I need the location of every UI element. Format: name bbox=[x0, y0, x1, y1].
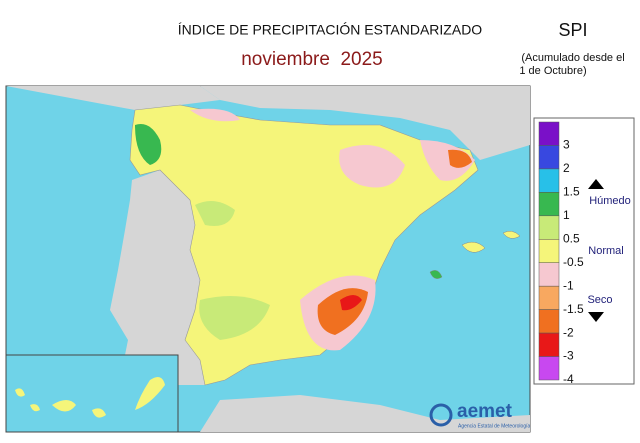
color-swatch bbox=[538, 145, 560, 170]
island bbox=[52, 400, 76, 412]
dry-area bbox=[448, 149, 472, 168]
island bbox=[429, 270, 443, 279]
color-swatch bbox=[538, 168, 560, 193]
legend-label: -3 bbox=[563, 349, 574, 363]
color-swatch bbox=[538, 262, 560, 287]
legend-label: 3 bbox=[563, 138, 570, 152]
wet-label: Húmedo bbox=[589, 195, 631, 207]
map bbox=[5, 85, 531, 433]
legend-label: 1 bbox=[563, 208, 570, 222]
legend-label: -1 bbox=[563, 278, 574, 292]
island bbox=[502, 230, 521, 239]
legend-label: 1.5 bbox=[563, 185, 580, 199]
dry-area bbox=[420, 140, 475, 181]
normal-label: Normal bbox=[588, 245, 623, 257]
period: noviembre 2025 bbox=[241, 49, 383, 70]
island bbox=[461, 241, 486, 253]
island bbox=[92, 408, 106, 418]
wet-area bbox=[195, 201, 235, 226]
legend-label: 2 bbox=[563, 161, 570, 175]
dry-area bbox=[339, 145, 405, 188]
legend-label: -1.5 bbox=[563, 302, 584, 316]
color-swatch bbox=[538, 309, 560, 334]
title: ÍNDICE DE PRECIPITACIÓN ESTANDARIZADO bbox=[178, 22, 483, 38]
color-swatch bbox=[538, 121, 560, 146]
island bbox=[15, 388, 25, 397]
france bbox=[200, 86, 530, 160]
note: 1 de Octubre) bbox=[519, 65, 586, 77]
color-swatch bbox=[538, 356, 560, 381]
logo: aemet Agencia Estatal de Meteorología bbox=[429, 401, 530, 429]
legend-label: -0.5 bbox=[563, 255, 584, 269]
color-swatch bbox=[538, 285, 560, 310]
arrow-down bbox=[588, 312, 604, 322]
index-name: SPI bbox=[558, 20, 587, 40]
island bbox=[30, 404, 40, 412]
legend-label: -4 bbox=[563, 372, 574, 386]
island bbox=[135, 376, 165, 410]
dry-label: Seco bbox=[587, 294, 612, 306]
logo-name: aemet bbox=[457, 401, 513, 422]
dry-area bbox=[340, 295, 362, 311]
legend-label: -2 bbox=[563, 325, 574, 339]
arrow-up bbox=[588, 179, 604, 189]
logo-agency: Agencia Estatal de Meteorología bbox=[458, 423, 530, 429]
land bbox=[6, 86, 220, 110]
legend: Húmedo Normal Seco 3 2 1.5 1 0.5 -0.5 -1 -1.5 -2… bbox=[533, 117, 635, 386]
color-swatch bbox=[538, 215, 560, 240]
dry-area bbox=[190, 108, 240, 122]
logo-mark bbox=[429, 403, 453, 427]
wet-area bbox=[135, 124, 162, 165]
wet-area bbox=[199, 296, 270, 340]
portugal bbox=[110, 170, 205, 385]
color-swatch bbox=[538, 332, 560, 357]
note: (Acumulado desde el bbox=[521, 52, 624, 64]
legend-label: 0.5 bbox=[563, 231, 580, 245]
color-swatch bbox=[538, 239, 560, 263]
color-swatch bbox=[538, 192, 560, 217]
